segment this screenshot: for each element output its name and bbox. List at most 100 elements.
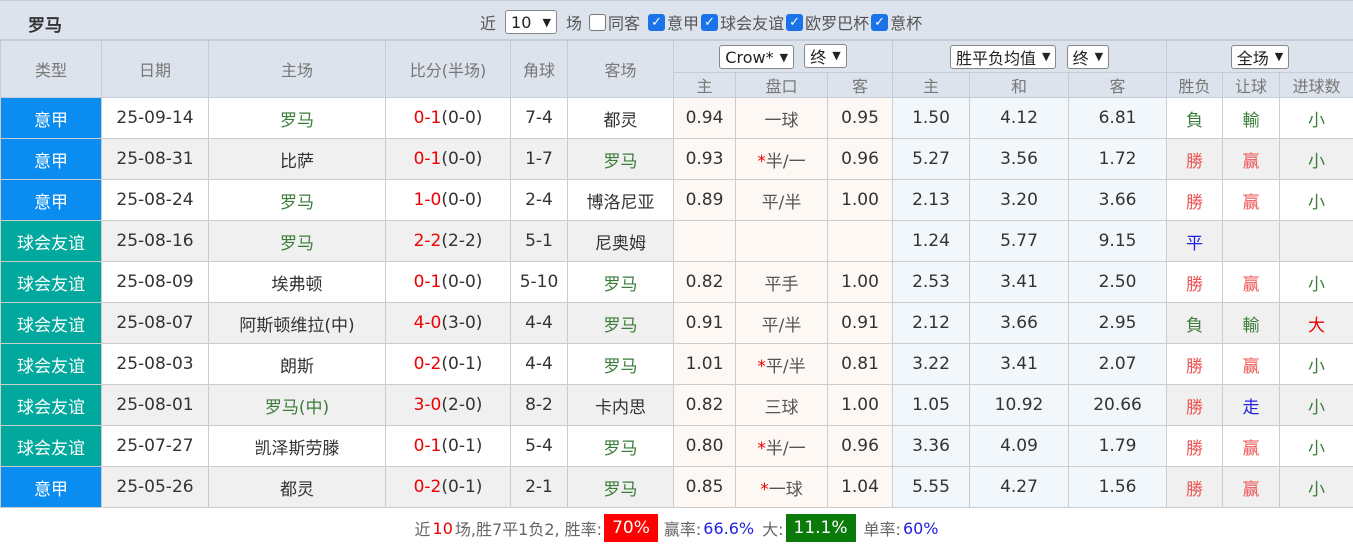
table-row[interactable]: 球会友谊 25-08-03 朗斯 0-2(0-1) 4-4 罗马 1.01 *平… — [1, 344, 1353, 385]
score[interactable]: 0-1(0-0) — [386, 262, 511, 303]
ah-home-odds: 0.80 — [674, 426, 736, 467]
handicap-result — [1223, 221, 1280, 262]
league-type[interactable]: 意甲 — [1, 139, 102, 180]
col-eu-home: 主 — [893, 73, 970, 98]
filter-checkbox[interactable]: ✓ — [648, 14, 665, 31]
match-date: 25-08-01 — [102, 385, 209, 426]
full-score: 0-1 — [414, 108, 442, 128]
table-row[interactable]: 意甲 25-05-26 都灵 0-2(0-1) 2-1 罗马 0.85 *一球 … — [1, 467, 1353, 508]
ah-line — [736, 221, 828, 262]
half-score: (0-0) — [441, 149, 482, 169]
league-type[interactable]: 球会友谊 — [1, 221, 102, 262]
table-row[interactable]: 意甲 25-08-24 罗马 1-0(0-0) 2-4 博洛尼亚 0.89 平/… — [1, 180, 1353, 221]
league-type[interactable]: 球会友谊 — [1, 262, 102, 303]
eu-draw-odds: 3.66 — [970, 303, 1069, 344]
result: 勝 — [1167, 467, 1223, 508]
home-team[interactable]: 罗马 — [209, 98, 386, 139]
away-team[interactable]: 都灵 — [568, 98, 674, 139]
away-team[interactable]: 罗马 — [568, 303, 674, 344]
filter-checkbox[interactable]: ✓ — [871, 14, 888, 31]
full-score: 0-2 — [414, 477, 442, 497]
table-row[interactable]: 球会友谊 25-07-27 凯泽斯劳滕 0-1(0-1) 5-4 罗马 0.80… — [1, 426, 1353, 467]
league-type[interactable]: 意甲 — [1, 180, 102, 221]
score[interactable]: 2-2(2-2) — [386, 221, 511, 262]
score[interactable]: 0-2(0-1) — [386, 344, 511, 385]
away-team[interactable]: 尼奥姆 — [568, 221, 674, 262]
ah-line-value: 三球 — [765, 398, 799, 418]
match-date: 25-08-07 — [102, 303, 209, 344]
home-team[interactable]: 比萨 — [209, 139, 386, 180]
ah-line-value: 平/半 — [762, 316, 802, 336]
goals-result: 小 — [1280, 385, 1353, 426]
league-type[interactable]: 球会友谊 — [1, 344, 102, 385]
period-select[interactable]: 全场▼ — [1231, 45, 1289, 69]
score[interactable]: 0-1(0-0) — [386, 139, 511, 180]
table-row[interactable]: 意甲 25-08-31 比萨 0-1(0-0) 1-7 罗马 0.93 *半/一… — [1, 139, 1353, 180]
away-team[interactable]: 罗马 — [568, 426, 674, 467]
eu-away-odds: 1.56 — [1069, 467, 1167, 508]
league-type[interactable]: 球会友谊 — [1, 303, 102, 344]
home-team[interactable]: 凯泽斯劳滕 — [209, 426, 386, 467]
eu-home-odds: 1.24 — [893, 221, 970, 262]
home-team[interactable]: 埃弗顿 — [209, 262, 386, 303]
home-team[interactable]: 朗斯 — [209, 344, 386, 385]
filter-checkbox[interactable] — [589, 14, 606, 31]
score[interactable]: 0-2(0-1) — [386, 467, 511, 508]
handicap-result: 走 — [1223, 385, 1280, 426]
result: 勝 — [1167, 262, 1223, 303]
score[interactable]: 0-1(0-1) — [386, 426, 511, 467]
half-score: (0-1) — [441, 436, 482, 456]
col-corner: 角球 — [511, 41, 568, 98]
league-type[interactable]: 球会友谊 — [1, 426, 102, 467]
chevron-down-icon: ▼ — [1275, 50, 1283, 63]
home-team[interactable]: 罗马(中) — [209, 385, 386, 426]
filter-checkbox[interactable]: ✓ — [786, 14, 803, 31]
table-row[interactable]: 意甲 25-09-14 罗马 0-1(0-0) 7-4 都灵 0.94 一球 0… — [1, 98, 1353, 139]
league-type[interactable]: 球会友谊 — [1, 385, 102, 426]
win-rate-badge: 70% — [604, 514, 658, 542]
ah-selectors: Crow*▼ 终▼ — [674, 41, 893, 73]
score[interactable]: 0-1(0-0) — [386, 98, 511, 139]
score[interactable]: 3-0(2-0) — [386, 385, 511, 426]
corners: 4-4 — [511, 344, 568, 385]
score[interactable]: 1-0(0-0) — [386, 180, 511, 221]
recent-count-select[interactable]: 10▼ — [505, 10, 557, 34]
ah-time-select[interactable]: 终▼ — [804, 44, 846, 68]
away-team[interactable]: 博洛尼亚 — [568, 180, 674, 221]
away-team[interactable]: 罗马 — [568, 139, 674, 180]
eu-draw-odds: 4.12 — [970, 98, 1069, 139]
ah-line-value: 一球 — [765, 111, 799, 131]
odd-pct: 60% — [903, 519, 939, 538]
col-goals: 进球数 — [1280, 73, 1353, 98]
company-select[interactable]: Crow*▼ — [719, 45, 794, 69]
result: 負 — [1167, 98, 1223, 139]
half-score: (2-2) — [441, 231, 482, 251]
away-team[interactable]: 罗马 — [568, 467, 674, 508]
eu-draw-odds: 3.20 — [970, 180, 1069, 221]
table-row[interactable]: 球会友谊 25-08-01 罗马(中) 3-0(2-0) 8-2 卡内思 0.8… — [1, 385, 1353, 426]
euro-time-select[interactable]: 终▼ — [1067, 45, 1109, 69]
filter-checkbox[interactable]: ✓ — [701, 14, 718, 31]
handicap-result: 赢 — [1223, 426, 1280, 467]
eu-home-odds: 3.36 — [893, 426, 970, 467]
table-row[interactable]: 球会友谊 25-08-07 阿斯顿维拉(中) 4-0(3-0) 4-4 罗马 0… — [1, 303, 1353, 344]
away-team[interactable]: 罗马 — [568, 262, 674, 303]
away-team[interactable]: 罗马 — [568, 344, 674, 385]
away-team[interactable]: 卡内思 — [568, 385, 674, 426]
ah-line: *平/半 — [736, 344, 828, 385]
league-type[interactable]: 意甲 — [1, 98, 102, 139]
table-row[interactable]: 球会友谊 25-08-09 埃弗顿 0-1(0-0) 5-10 罗马 0.82 … — [1, 262, 1353, 303]
league-type[interactable]: 意甲 — [1, 467, 102, 508]
euro-select[interactable]: 胜平负均值▼ — [950, 45, 1056, 69]
home-team[interactable]: 阿斯顿维拉(中) — [209, 303, 386, 344]
score[interactable]: 4-0(3-0) — [386, 303, 511, 344]
ah-line-value: 平/半 — [762, 193, 802, 213]
filter-label: 意杯 — [890, 10, 922, 34]
table-row[interactable]: 球会友谊 25-08-16 罗马 2-2(2-2) 5-1 尼奥姆 1.24 5… — [1, 221, 1353, 262]
home-team[interactable]: 都灵 — [209, 467, 386, 508]
ah-away-odds: 0.95 — [828, 98, 893, 139]
eu-away-odds: 20.66 — [1069, 385, 1167, 426]
handicap-result: 赢 — [1223, 344, 1280, 385]
home-team[interactable]: 罗马 — [209, 180, 386, 221]
home-team[interactable]: 罗马 — [209, 221, 386, 262]
